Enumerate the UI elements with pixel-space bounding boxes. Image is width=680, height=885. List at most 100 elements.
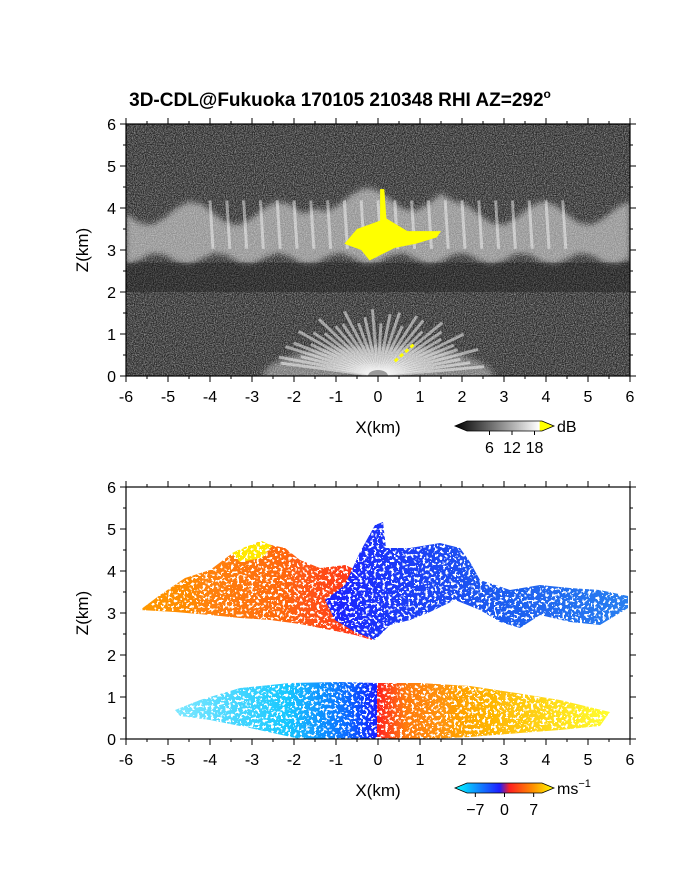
velocity-y-tick-label: 5 (107, 522, 116, 539)
velocity-y-axis-label: Z(km) (73, 591, 92, 635)
velocity-x-tick-label: 6 (626, 752, 635, 769)
power-fan-glow (263, 346, 493, 376)
velocity-x-tick-label: 4 (542, 752, 551, 769)
power-colorbar-unit: dB (557, 419, 577, 436)
power-x-tick-label: 0 (374, 389, 383, 406)
velocity-colorbar-unit: ms−1 (557, 778, 591, 798)
power-axes: -6 -5 -4 -3 -2 -1 0 1 2 3 4 5 6 0 1 2 3 4 5 6 (107, 117, 636, 406)
velocity-axes: -6 -5 -4 -3 -2 -1 0 1 2 3 4 5 6 0 1 2 3 4 5 6 (107, 480, 636, 769)
power-heatmap-image (126, 124, 630, 376)
velocity-colorbar-tick-label: 0 (500, 802, 509, 819)
power-x-tick-label: 2 (458, 389, 467, 406)
power-x-tick-label: 4 (542, 389, 551, 406)
velocity-y-tick-label: 4 (107, 564, 116, 581)
velocity-x-tick-label: 0 (374, 752, 383, 769)
velocity-low-layer-left (175, 682, 377, 739)
power-low-yellow-streak (393, 343, 415, 363)
title-degree-superscript: o (544, 87, 551, 101)
velocity-echo-regions (140, 522, 628, 739)
velocity-upper-layer-right (325, 522, 628, 640)
power-cloud-streak (494, 200, 501, 249)
power-dark-gap (126, 262, 630, 292)
power-colorbar-tick-label: 6 (485, 440, 494, 457)
power-x-tick-label: -3 (245, 389, 259, 406)
velocity-upper-yellow-patch (232, 541, 272, 562)
power-cloud-streak (292, 200, 299, 249)
power-x-tick-label: -2 (287, 389, 301, 406)
velocity-low-layer-right (377, 683, 610, 739)
velocity-unit-superscript: −1 (578, 778, 591, 790)
velocity-upper-layer-left (140, 542, 372, 640)
velocity-colorbar-bar (453, 782, 556, 794)
velocity-x-tick-label: -6 (119, 752, 133, 769)
power-cloud-streak (443, 200, 450, 249)
velocity-y-tick-label: 3 (107, 606, 116, 623)
power-x-axis-label: X(km) (355, 418, 400, 437)
power-cloud-streak (510, 200, 517, 249)
power-cloud-streak (275, 200, 282, 249)
velocity-y-tick-label: 6 (107, 480, 116, 497)
power-colorbar-tick-label: 18 (526, 440, 544, 457)
power-y-tick-label: 0 (107, 369, 116, 386)
power-y-tick-label: 4 (107, 201, 116, 218)
velocity-panel: -6 -5 -4 -3 -2 -1 0 1 2 3 4 5 6 0 1 2 3 4 5 6 X(km) Z(km) −… (73, 480, 636, 819)
figure-title: 3D-CDL@Fukuoka 170105 210348 RHI AZ=292o (129, 87, 551, 111)
velocity-heatmap-image (126, 487, 630, 739)
power-cloud-streak (242, 200, 249, 249)
power-cloud-streak (527, 200, 534, 249)
velocity-y-tick-label: 1 (107, 690, 116, 707)
power-x-tick-label: 1 (416, 389, 425, 406)
power-cloud-streak (544, 200, 551, 249)
power-x-tick-label: 3 (500, 389, 509, 406)
power-x-tick-label: 6 (626, 389, 635, 406)
power-near-surface-fan (263, 309, 493, 376)
power-colorbar-tick-label: 12 (503, 440, 521, 457)
power-cloud-streak (309, 200, 316, 249)
velocity-x-tick-label: -2 (287, 752, 301, 769)
velocity-y-tick-label: 0 (107, 732, 116, 749)
velocity-x-tick-label: 2 (458, 752, 467, 769)
velocity-colorbar-tick-label: −7 (466, 802, 484, 819)
power-y-tick-label: 6 (107, 117, 116, 134)
velocity-x-tick-label: 3 (500, 752, 509, 769)
power-cloud-streak (208, 200, 215, 249)
power-cloud-streak (426, 200, 433, 249)
power-cloud-streak (460, 200, 467, 249)
power-x-tick-label: 5 (584, 389, 593, 406)
power-strong-echo (344, 189, 441, 363)
power-cloud-streak (258, 200, 265, 249)
power-y-axis-label: Z(km) (73, 228, 92, 272)
velocity-y-tick-label: 2 (107, 648, 116, 665)
power-y-tick-label: 3 (107, 243, 116, 260)
power-cloud-streak (561, 200, 568, 249)
power-cloud-streak (477, 200, 484, 249)
power-x-tick-label: -4 (203, 389, 217, 406)
power-cloud-streak (225, 200, 232, 249)
velocity-x-tick-label: -4 (203, 752, 217, 769)
power-x-tick-label: -6 (119, 389, 133, 406)
velocity-x-tick-label: 1 (416, 752, 425, 769)
power-x-tick-label: -5 (161, 389, 175, 406)
velocity-x-axis-label: X(km) (355, 781, 400, 800)
power-colorbar-bar (453, 420, 556, 432)
velocity-unit-base: ms (557, 781, 578, 798)
velocity-x-tick-label: -5 (161, 752, 175, 769)
velocity-x-tick-label: -1 (329, 752, 343, 769)
power-y-tick-label: 1 (107, 327, 116, 344)
power-colorbar: 6 12 18 dB (453, 419, 577, 457)
power-colorbar-ticks: 6 12 18 (485, 431, 544, 457)
velocity-colorbar: −7 0 7 ms−1 (453, 778, 591, 819)
title-text: 3D-CDL@Fukuoka 170105 210348 RHI AZ=292 (129, 90, 543, 111)
velocity-x-tick-label: -3 (245, 752, 259, 769)
power-strong-echo-region (344, 189, 441, 261)
power-cloud-streak (326, 200, 333, 249)
power-y-tick-label: 2 (107, 285, 116, 302)
power-y-tick-label: 5 (107, 159, 116, 176)
power-origin-marker (368, 370, 388, 376)
power-cloud-streak (342, 200, 349, 249)
velocity-colorbar-tick-label: 7 (529, 802, 538, 819)
power-x-tick-label: -1 (329, 389, 343, 406)
velocity-colorbar-ticks: −7 0 7 (466, 793, 538, 819)
